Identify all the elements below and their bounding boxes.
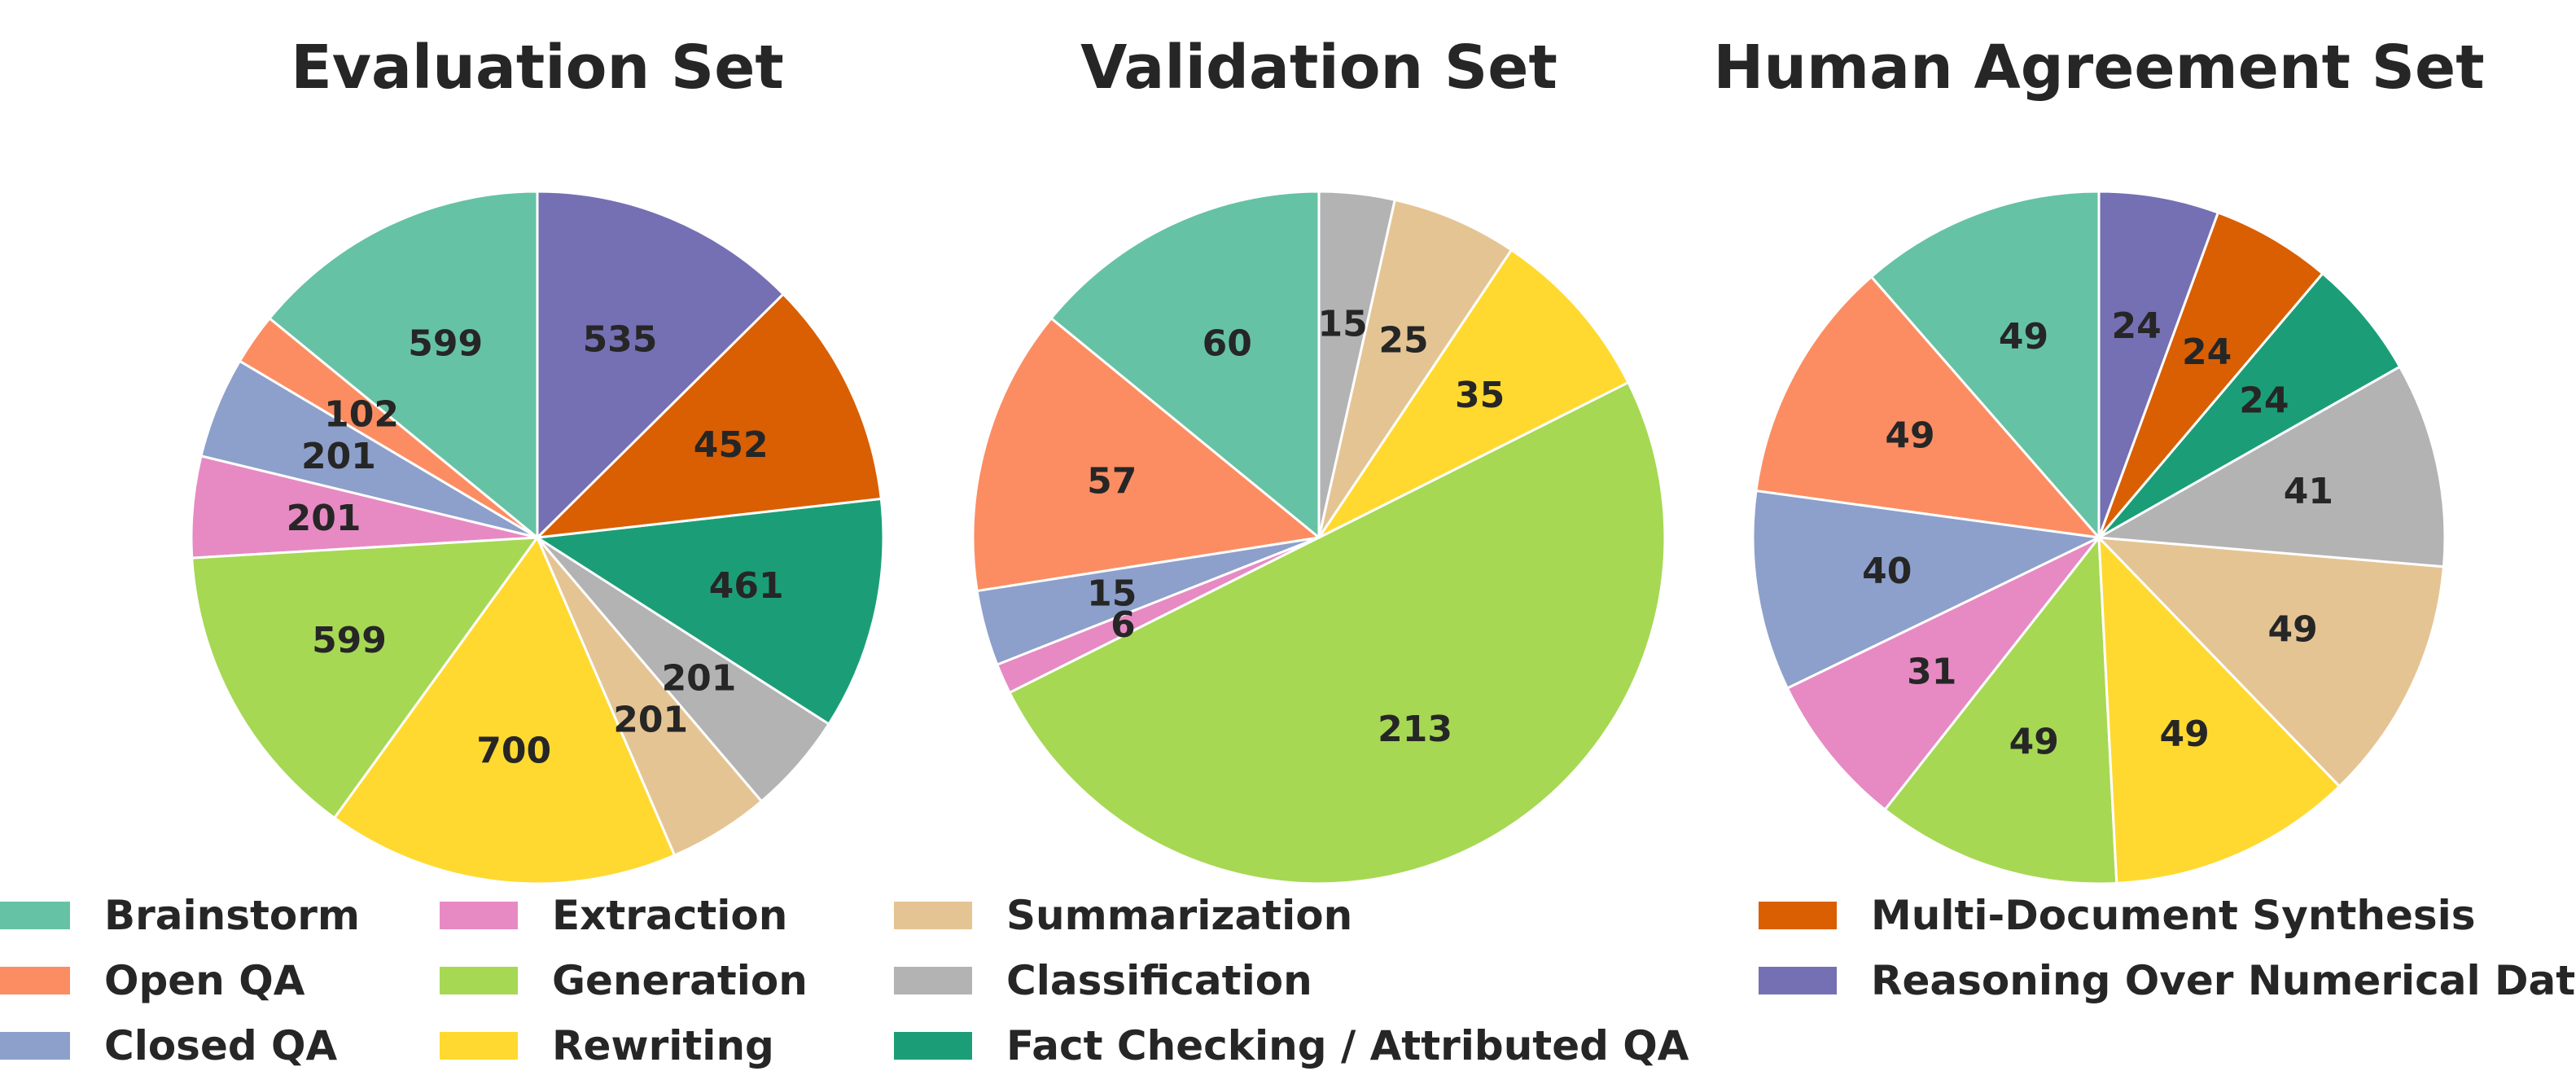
legend-swatch — [0, 967, 70, 994]
legend-item-generation: Generation — [440, 957, 808, 1004]
legend-swatch — [440, 967, 518, 994]
slice-value-label: 41 — [2284, 471, 2333, 512]
pie-slice-generation — [1008, 381, 1667, 885]
pie-slice-generation — [1883, 536, 2118, 885]
pie-slice-multi_doc — [536, 292, 883, 539]
legend-swatch — [894, 902, 972, 929]
legend-label: Fact Checking / Attributed QA — [1006, 1022, 1689, 1069]
pie-slice-classification — [2097, 365, 2447, 569]
legend-label: Rewriting — [552, 1022, 774, 1069]
slice-value-label: 201 — [301, 436, 376, 477]
slice-value-label: 49 — [2009, 722, 2059, 763]
pie-slice-brainstorm — [268, 190, 539, 539]
pie-title: Validation Set — [1080, 33, 1557, 103]
slice-value-label: 24 — [2111, 305, 2161, 347]
slice-value-label: 49 — [2159, 713, 2209, 755]
legend-swatch — [440, 1032, 518, 1060]
pie-slice-rewriting — [333, 536, 677, 885]
legend-label: Summarization — [1006, 892, 1352, 939]
slice-value-label: 15 — [1317, 304, 1367, 345]
legend: Brainstorm Open QA Closed QA Extraction Gene… — [0, 892, 2576, 1069]
legend-swatch — [894, 967, 972, 994]
pie-slice-classification — [1317, 190, 1396, 539]
slice-value-label: 201 — [287, 498, 361, 539]
pie-slice-closed_qa — [1751, 490, 2101, 690]
legend-item-extraction: Extraction — [440, 892, 787, 939]
pie-title: Evaluation Set — [291, 33, 784, 103]
pie-slice-summarization — [2097, 536, 2445, 788]
slice-value-label: 24 — [2182, 331, 2232, 373]
slice-value-label: 213 — [1378, 709, 1452, 750]
legend-label: Reasoning Over Numerical Data — [1871, 957, 2576, 1004]
legend-swatch — [1759, 967, 1837, 994]
legend-label: Multi-Document Synthesis — [1871, 892, 2476, 939]
legend-label: Classification — [1006, 957, 1312, 1004]
pie-slice-extraction — [1785, 536, 2101, 811]
pie-slice-fact_checking — [536, 497, 885, 726]
slice-value-label: 15 — [1087, 573, 1137, 615]
slice-value-label: 6 — [1111, 604, 1136, 646]
legend-label: Brainstorm — [104, 892, 360, 939]
legend-label: Generation — [552, 957, 808, 1004]
slice-value-label: 535 — [583, 318, 658, 360]
legend-swatch — [0, 1032, 70, 1060]
slice-value-label: 57 — [1087, 460, 1137, 502]
slice-value-label: 700 — [476, 730, 551, 771]
slice-value-label: 599 — [312, 620, 387, 661]
pie-slice-reasoning_num — [536, 190, 785, 539]
legend-swatch — [440, 902, 518, 929]
pie-slice-generation — [191, 536, 539, 819]
pie-title: Human Agreement Set — [1713, 33, 2484, 103]
legend-item-brainstorm: Brainstorm — [0, 892, 360, 939]
slice-value-label: 452 — [694, 424, 769, 466]
slice-value-label: 599 — [408, 323, 483, 364]
pie-slice-brainstorm — [1870, 190, 2101, 539]
pie-slice-open_qa — [971, 317, 1321, 593]
slice-value-label: 49 — [1885, 415, 1934, 457]
slice-value-label: 102 — [324, 394, 399, 436]
legend-item-summarization: Summarization — [894, 892, 1352, 939]
slice-value-label: 201 — [662, 658, 737, 700]
legend-item-multi_doc: Multi-Document Synthesis — [1759, 892, 2476, 939]
slice-value-label: 461 — [709, 565, 784, 607]
pie-chart-1: Evaluation Set59910220120159970020120146… — [190, 33, 885, 885]
legend-item-fact_checking: Fact Checking / Attributed QA — [894, 1022, 1689, 1069]
slice-value-label: 201 — [613, 699, 688, 740]
legend-item-open_qa: Open QA — [0, 957, 305, 1004]
slice-value-label: 31 — [1907, 652, 1956, 693]
legend-item-closed_qa: Closed QA — [0, 1022, 338, 1069]
pie-slice-multi_doc — [2097, 211, 2324, 539]
slice-value-label: 49 — [2267, 609, 2317, 651]
legend-label: Closed QA — [104, 1022, 338, 1069]
legend-item-classification: Classification — [894, 957, 1312, 1004]
pie-slice-open_qa — [1755, 275, 2101, 539]
legend-swatch — [894, 1032, 972, 1060]
pie-slice-rewriting — [2097, 536, 2342, 885]
pie-slice-brainstorm — [1049, 190, 1321, 539]
legend-swatch — [0, 902, 70, 929]
legend-item-rewriting: Rewriting — [440, 1022, 774, 1069]
legend-label: Open QA — [104, 957, 305, 1004]
slice-value-label: 24 — [2239, 380, 2289, 421]
legend-swatch — [1759, 902, 1837, 929]
slice-value-label: 40 — [1862, 551, 1912, 592]
pie-slice-fact_checking — [2097, 272, 2402, 539]
pie-slice-summarization — [1317, 198, 1513, 539]
slice-value-label: 35 — [1455, 375, 1505, 416]
pie-slice-reasoning_num — [2097, 190, 2219, 539]
legend-label: Extraction — [552, 892, 787, 939]
pie-slice-rewriting — [1317, 248, 1630, 539]
legend-item-reasoning_num: Reasoning Over Numerical Data — [1759, 957, 2576, 1004]
slice-value-label: 60 — [1203, 323, 1252, 364]
slice-value-label: 25 — [1378, 319, 1428, 361]
slice-value-label: 49 — [1999, 316, 2048, 358]
